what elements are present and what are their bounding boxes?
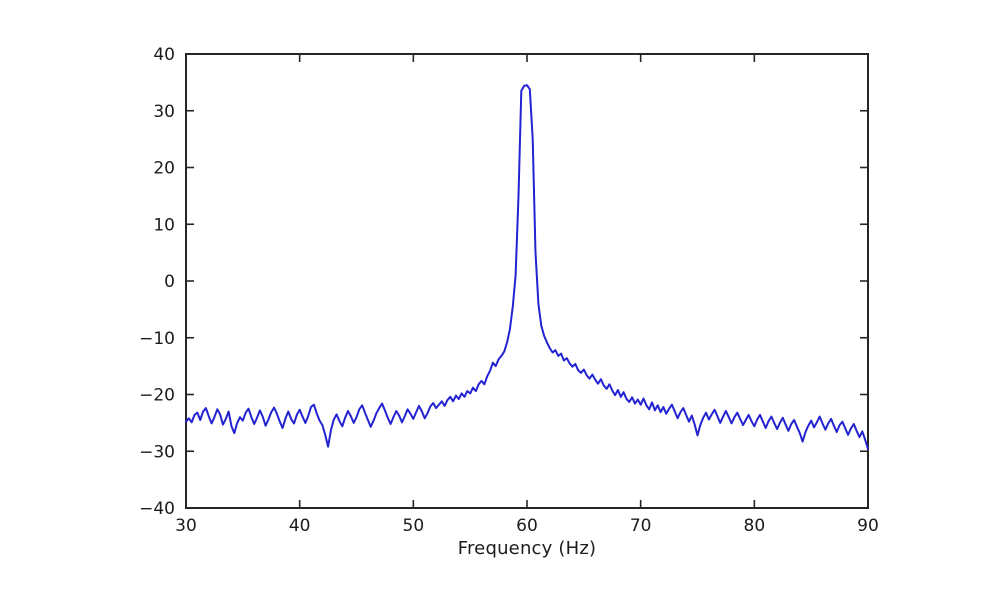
x-tick-label: 80 xyxy=(744,516,766,536)
y-tick-label: −20 xyxy=(139,386,175,406)
x-tick-label: 50 xyxy=(403,516,425,536)
x-tick-label: 70 xyxy=(630,516,652,536)
y-tick-label: 40 xyxy=(153,45,175,65)
y-tick-label: −10 xyxy=(139,329,175,349)
x-tick-label: 30 xyxy=(175,516,197,536)
y-tick-label: −40 xyxy=(139,499,175,519)
x-tick-label: 40 xyxy=(289,516,311,536)
spectrum-line xyxy=(185,84,869,450)
axes-frame xyxy=(185,53,869,509)
y-tick-label: 10 xyxy=(153,215,175,235)
x-axis-label: Frequency (Hz) xyxy=(457,538,597,559)
y-tick-label: 20 xyxy=(153,159,175,179)
x-tick-label: 60 xyxy=(516,516,538,536)
y-tick-label: 30 xyxy=(153,102,175,122)
y-tick-label: 0 xyxy=(164,272,175,292)
x-tick-label: 90 xyxy=(857,516,879,536)
y-tick-label: −30 xyxy=(139,442,175,462)
